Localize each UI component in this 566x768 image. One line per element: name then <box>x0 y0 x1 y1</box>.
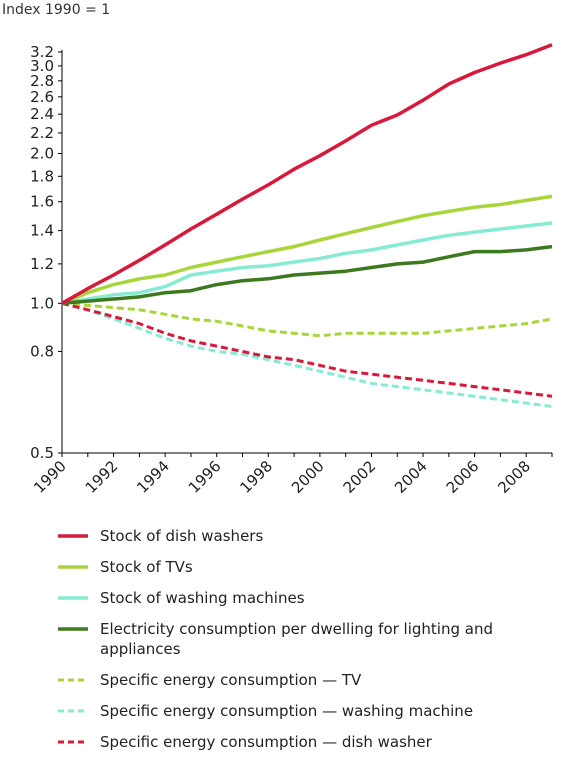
y-tick-label: 2.0 <box>30 145 54 163</box>
legend-label: Specific energy consumption — TV <box>100 671 362 689</box>
series-line <box>61 43 553 305</box>
legend-swatch <box>58 534 88 538</box>
legend-item: Specific energy consumption — washing ma… <box>58 701 558 721</box>
y-tick-label: 1.2 <box>30 255 54 273</box>
series-line <box>61 221 553 306</box>
legend-swatch <box>58 565 88 569</box>
y-tick-label: 1.6 <box>30 193 54 211</box>
legend-item: Specific energy consumption — dish washe… <box>58 732 558 752</box>
y-tick-label: 3.0 <box>30 57 54 75</box>
series-line <box>61 301 553 338</box>
y-tick-label: 2.4 <box>30 105 54 123</box>
chart-ticks: 0.5 0.8 1.0 1.2 1.4 1.6 1.8 2.0 2.22.42.62.83.03… <box>30 43 553 497</box>
x-tick-label: 1994 <box>133 457 173 497</box>
y-axis-label: Index 1990 = 1 <box>2 2 111 18</box>
y-tick-label: 1.4 <box>30 222 54 240</box>
legend-item: Stock of dish washers <box>58 526 558 546</box>
x-tick-label: 2004 <box>391 457 431 497</box>
y-tick-label: 1.8 <box>30 167 54 185</box>
legend-swatch <box>58 627 88 631</box>
legend-swatch <box>58 596 88 600</box>
x-tick-label: 2000 <box>288 457 328 497</box>
legend-item: Stock of TVs <box>58 557 558 577</box>
legend-item: Specific energy consumption — TV <box>58 670 558 690</box>
legend-label: Stock of washing machines <box>100 589 305 607</box>
legend-item: Electricity consumption per dwelling for… <box>58 619 558 659</box>
x-tick-label: 1998 <box>236 457 276 497</box>
line-chart: 0.5 0.8 1.0 1.2 1.4 1.6 1.8 2.0 2.22.42.62.83.03… <box>30 43 553 497</box>
chart-legend: Stock of dish washers Stock of TVs Stock o… <box>58 526 558 763</box>
y-tick-label: 2.8 <box>30 72 54 90</box>
y-tick-label: 1.0 <box>30 294 54 312</box>
y-tick-label: 2.6 <box>30 88 54 106</box>
legend-item: Stock of washing machines <box>58 588 558 608</box>
legend-swatch <box>58 678 88 682</box>
x-tick-label: 2002 <box>340 457 380 497</box>
x-tick-label: 1996 <box>185 457 225 497</box>
legend-swatch <box>58 709 88 713</box>
chart-series <box>61 43 553 408</box>
x-tick-label: 2008 <box>494 457 534 497</box>
x-tick-label: 1990 <box>30 457 70 497</box>
legend-label: Stock of dish washers <box>100 527 264 545</box>
legend-label: Electricity consumption per dwelling for… <box>100 620 493 658</box>
series-line <box>61 301 553 398</box>
x-tick-label: 2006 <box>443 457 483 497</box>
series-line <box>61 244 553 306</box>
legend-label: Specific energy consumption — dish washe… <box>100 733 432 751</box>
y-tick-label: 2.2 <box>30 124 54 142</box>
x-tick-label: 1992 <box>82 457 122 497</box>
y-tick-label: 0.5 <box>30 444 54 462</box>
legend-label: Stock of TVs <box>100 558 193 576</box>
y-tick-label: 0.8 <box>30 342 54 360</box>
legend-label: Specific energy consumption — washing ma… <box>100 702 474 720</box>
legend-swatch <box>58 740 88 744</box>
y-tick-label: 3.2 <box>30 43 54 61</box>
series-line <box>61 194 553 305</box>
chart-axes <box>61 50 552 454</box>
series-line <box>61 301 553 408</box>
